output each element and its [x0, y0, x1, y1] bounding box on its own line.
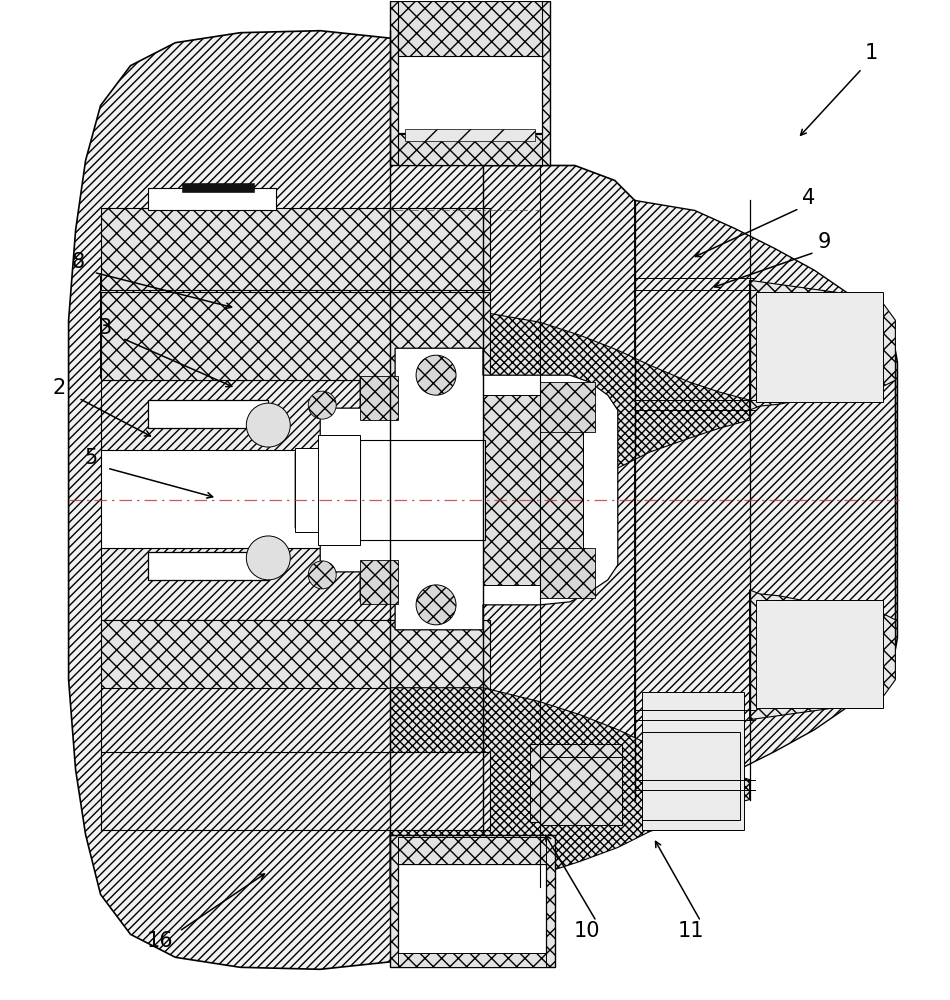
Bar	[101, 450, 395, 548]
Polygon shape	[295, 348, 618, 630]
Bar	[390, 1, 550, 165]
Text: 8: 8	[72, 252, 86, 272]
Bar	[360, 376, 398, 420]
Bar	[148, 552, 268, 580]
Bar	[398, 25, 542, 133]
Bar	[755, 600, 884, 708]
Bar	[148, 400, 268, 428]
Bar	[642, 732, 740, 820]
Bar	[101, 620, 490, 708]
Bar	[395, 468, 485, 512]
Bar	[398, 837, 546, 864]
Text: 1: 1	[864, 43, 878, 63]
Bar	[540, 548, 595, 598]
Polygon shape	[101, 688, 390, 760]
Text: 4: 4	[803, 188, 815, 208]
Bar	[295, 448, 360, 532]
Text: 3: 3	[99, 318, 112, 338]
Bar	[483, 395, 583, 585]
Bar	[395, 468, 485, 510]
Circle shape	[416, 355, 456, 395]
Bar	[360, 440, 485, 540]
Bar	[398, 953, 546, 967]
Polygon shape	[750, 280, 896, 410]
Bar	[398, 864, 546, 954]
Bar	[360, 560, 398, 604]
Polygon shape	[750, 590, 896, 720]
Polygon shape	[101, 276, 483, 378]
Text: 2: 2	[53, 378, 67, 398]
Bar	[755, 292, 884, 402]
Text: 11: 11	[678, 921, 705, 941]
Circle shape	[246, 536, 291, 580]
Circle shape	[308, 561, 336, 589]
Circle shape	[308, 391, 336, 419]
Text: 9: 9	[817, 232, 831, 252]
Polygon shape	[635, 200, 896, 800]
Bar	[101, 208, 490, 290]
Bar	[642, 692, 744, 830]
Bar	[182, 183, 255, 192]
Text: 16: 16	[146, 931, 173, 951]
Bar	[101, 752, 490, 830]
Text: 10: 10	[574, 921, 600, 941]
Polygon shape	[390, 312, 750, 510]
Circle shape	[416, 585, 456, 625]
Bar	[101, 292, 490, 380]
Bar	[101, 380, 395, 452]
Bar	[405, 129, 535, 141]
Text: 5: 5	[85, 448, 98, 468]
Polygon shape	[68, 31, 898, 969]
Bar	[398, 1, 542, 56]
Bar	[530, 744, 622, 822]
Bar	[148, 188, 276, 210]
Bar	[398, 134, 542, 165]
Bar	[540, 382, 595, 432]
Circle shape	[246, 403, 291, 447]
Bar	[101, 548, 395, 620]
Bar	[540, 757, 622, 825]
Bar	[318, 435, 360, 545]
Polygon shape	[390, 688, 750, 887]
Bar	[390, 835, 555, 967]
